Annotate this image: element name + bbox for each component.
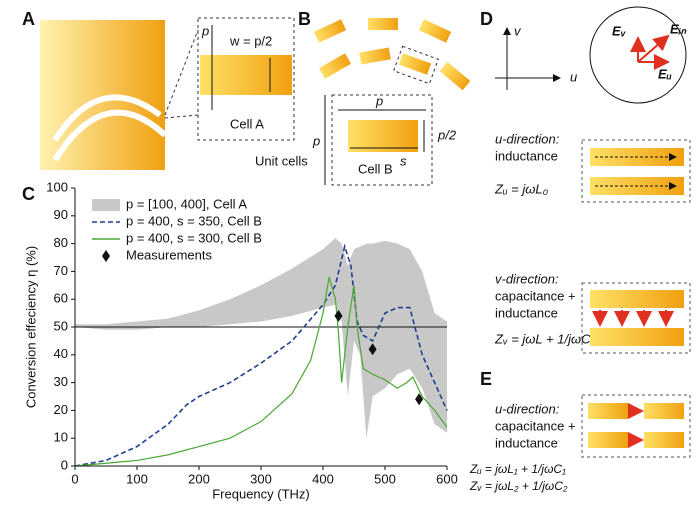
label: u — [570, 69, 577, 84]
arrows — [628, 403, 644, 448]
inset-marker — [393, 45, 439, 85]
y-tick-label: 20 — [54, 402, 68, 417]
chart: 0 10 20 30 40 50 60 70 80 90 100 0 100 200 300 400 500 60… — [23, 179, 457, 501]
y-tick-label: 60 — [54, 291, 68, 306]
label: v-direction: — [495, 271, 559, 286]
label: Zᵤ = jωL₁ + 1/jωC₁ — [469, 462, 566, 476]
inset — [581, 394, 691, 458]
label: Eᵤ — [658, 66, 672, 81]
label: Cell A — [230, 116, 264, 131]
label: v — [514, 23, 522, 38]
panel-letter: E — [480, 369, 492, 389]
y-tick-label: 90 — [54, 207, 68, 222]
y-tick-label: 0 — [61, 457, 68, 472]
panel-letter: B — [298, 9, 311, 29]
marker — [368, 343, 377, 356]
y-tick-label: 10 — [54, 430, 68, 445]
label: w = p/2 — [229, 33, 272, 48]
label: inductance — [495, 435, 558, 450]
y-tick-label: 70 — [54, 263, 68, 278]
label: Zᵥ = jωL₂ + 1/jωC₂ — [469, 479, 568, 493]
inset — [581, 139, 691, 203]
arc — [52, 109, 168, 162]
marker — [334, 309, 343, 322]
strip — [590, 328, 684, 346]
label: Cell B — [358, 161, 393, 176]
line — [74, 243, 448, 467]
y-tick-label: 30 — [54, 374, 68, 389]
x-tick-label: 600 — [436, 471, 458, 486]
y-axis-label: Conversion effeciency η (%) — [23, 246, 38, 408]
x-axis-label: Frequency (THz) — [212, 486, 310, 501]
arc — [52, 94, 162, 142]
vector — [637, 34, 670, 63]
label: capacitance + — [495, 418, 576, 433]
legend-label: p = [100, 400], Cell A — [126, 196, 247, 211]
label: u-direction: — [495, 131, 560, 146]
label: p/2 — [437, 127, 457, 142]
strips — [588, 403, 684, 448]
legend-label: p = 400, s = 300, Cell B — [126, 230, 262, 245]
legend-swatch — [102, 250, 110, 262]
legend-swatch — [92, 199, 120, 211]
zoom-line — [164, 29, 199, 119]
label: u-direction: — [495, 401, 560, 416]
strip — [590, 290, 684, 308]
y-tick-label: 50 — [54, 318, 68, 333]
label: Zᵤ = jωL₀ — [494, 181, 549, 196]
label: inductance — [495, 148, 558, 163]
x-tick-label: 200 — [188, 471, 210, 486]
y-tick-label: 100 — [46, 179, 68, 194]
marker — [415, 393, 424, 406]
x-tick-label: 100 — [126, 471, 148, 486]
label: p — [375, 93, 383, 108]
cell-a-image — [40, 20, 165, 170]
label: Eᵥ — [612, 23, 627, 38]
inset — [331, 94, 433, 186]
x-tick-label: 0 — [71, 471, 78, 486]
label: capacitance + — [495, 288, 576, 303]
label: p — [312, 133, 320, 148]
x-tick-label: 400 — [312, 471, 334, 486]
tiles — [313, 18, 471, 91]
band — [75, 238, 447, 439]
inset — [197, 17, 295, 141]
label: p — [201, 23, 209, 38]
legend-label: Measurements — [126, 247, 212, 262]
cell-a — [200, 55, 292, 95]
panel-letter: C — [22, 184, 35, 204]
inset — [581, 282, 691, 354]
circle — [589, 6, 687, 104]
y-tick-label: 40 — [54, 346, 68, 361]
legend-label: p = 400, s = 350, Cell B — [126, 213, 262, 228]
x-tick-label: 500 — [374, 471, 396, 486]
label: s — [400, 153, 407, 168]
label: Zᵥ = jωL + 1/jωC — [494, 331, 591, 346]
line — [74, 276, 448, 467]
cell-b — [348, 120, 418, 152]
arrows — [592, 310, 674, 327]
label: inductance — [495, 305, 558, 320]
label: Eᵢₙ — [670, 21, 687, 36]
panel-letter: A — [22, 9, 35, 29]
y-tick-label: 80 — [54, 235, 68, 250]
panel-letter: D — [480, 9, 493, 29]
x-tick-label: 300 — [250, 471, 272, 486]
label: Unit cells — [255, 153, 308, 168]
